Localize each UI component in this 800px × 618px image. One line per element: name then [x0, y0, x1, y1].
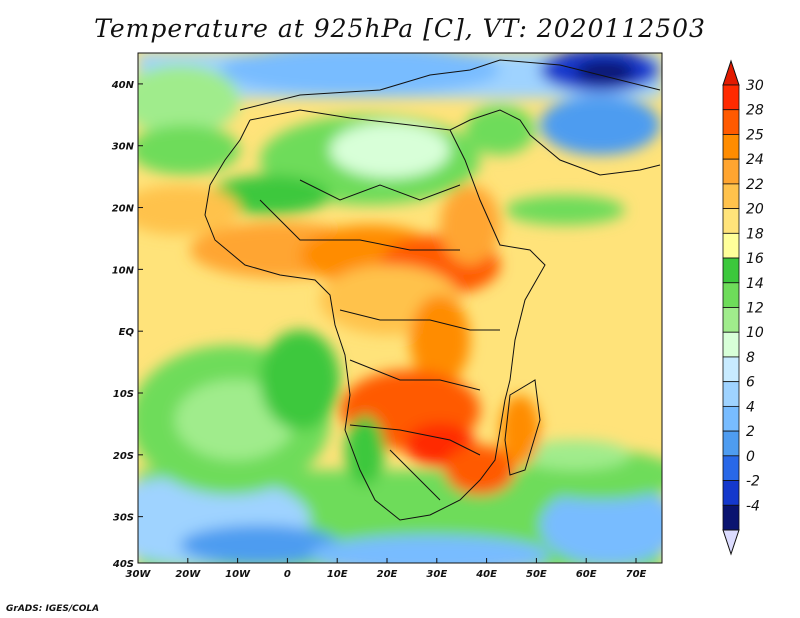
- colorbar-swatch-8: [722, 282, 740, 308]
- lat-label-20N: 20N: [112, 204, 135, 215]
- colorbar-label-2: 25: [746, 127, 764, 143]
- latitude-labels: 40N 30N 20N 10N EQ 10S 20S 30S 40S: [111, 80, 143, 570]
- colorbar-label-16: -2: [746, 474, 760, 490]
- colorbar-swatch-0: [722, 84, 740, 111]
- colorbar-swatch-1: [722, 109, 740, 135]
- colorbar-label-8: 14: [746, 276, 764, 292]
- lat-label-30S: 30S: [113, 513, 134, 524]
- colorbar-label-5: 20: [746, 202, 764, 218]
- colorbar-label-6: 18: [746, 226, 764, 242]
- colorbar-label-10: 10: [746, 325, 764, 341]
- lat-label-EQ: EQ: [119, 327, 135, 338]
- grads-credit: GrADS: IGES/COLA: [6, 604, 100, 614]
- colorbar-label-9: 12: [746, 301, 764, 317]
- colorbar-swatch-15: [722, 455, 740, 481]
- lon-label-10E: 10E: [327, 569, 348, 580]
- colorbar-swatch-12: [722, 381, 740, 407]
- lon-label-0: 0: [284, 569, 291, 580]
- lon-label-50E: 50E: [526, 569, 547, 580]
- colorbar-label-11: 8: [746, 350, 755, 366]
- colorbar-label-1: 28: [746, 103, 764, 119]
- colorbar-label-14: 2: [746, 424, 755, 440]
- colorbar-label-12: 6: [746, 375, 755, 391]
- map-frame: [137, 52, 663, 564]
- lat-label-30N: 30N: [112, 142, 135, 153]
- colorbar-swatch-3: [722, 158, 740, 185]
- colorbar-swatch-5: [722, 208, 740, 234]
- colorbar-swatch-14: [722, 430, 740, 457]
- lon-label-40E: 40E: [475, 569, 497, 580]
- lat-label-20S: 20S: [113, 451, 134, 462]
- colorbar-swatch-10: [722, 331, 740, 358]
- colorbar-label-7: 16: [746, 251, 764, 267]
- map-title: Temperature at 925hPa [C], VT: 202011250…: [94, 14, 706, 43]
- lon-label-30W: 30W: [126, 569, 152, 580]
- colorbar-label-17: -4: [746, 498, 760, 514]
- lat-label-40N: 40N: [111, 80, 135, 91]
- lon-label-30E: 30E: [426, 569, 447, 580]
- colorbar-swatch-6: [722, 232, 740, 259]
- colorbar-label-15: 0: [746, 449, 755, 465]
- colorbar-label-3: 24: [746, 152, 764, 168]
- colorbar-swatch-2: [722, 134, 740, 160]
- colorbar-label-0: 30: [746, 78, 764, 94]
- colorbar-top-arrow: [722, 59, 740, 86]
- colorbar-swatch-11: [722, 356, 740, 383]
- temperature-field: [138, 53, 662, 563]
- lat-label-40S: 40S: [112, 559, 134, 570]
- colorbar-label-4: 22: [746, 177, 764, 193]
- lon-label-70E: 70E: [626, 569, 647, 580]
- colorbar-label-13: 4: [746, 399, 755, 415]
- lat-label-10S: 10S: [113, 389, 134, 400]
- colorbar-swatch-9: [722, 307, 740, 333]
- lon-label-60E: 60E: [576, 569, 597, 580]
- colorbar-swatch-13: [722, 405, 740, 432]
- colorbar-swatch-17: [722, 504, 740, 531]
- colorbar-swatch-4: [722, 183, 740, 210]
- longitude-labels: 30W 20W 10W 0 10E 20E 30E 40E 50E 60E 70E: [126, 558, 647, 580]
- lon-label-20W: 20W: [175, 569, 201, 580]
- lat-label-10N: 10N: [112, 265, 135, 276]
- lon-label-10W: 10W: [225, 569, 251, 580]
- colorbar-swatch-16: [722, 480, 740, 506]
- colorbar-swatch-7: [722, 257, 740, 284]
- coastlines: [204, 59, 661, 521]
- lon-label-20E: 20E: [377, 569, 398, 580]
- colorbar-bottom-arrow: [722, 529, 740, 556]
